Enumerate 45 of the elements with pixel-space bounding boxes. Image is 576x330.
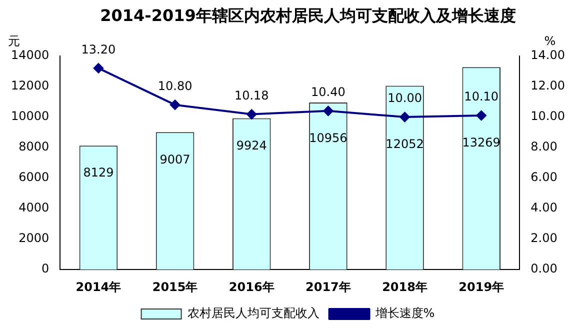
y-tick-label: 4000	[18, 200, 50, 215]
y2-tick-label: 14.00	[530, 48, 566, 62]
chart-title: 2014-2019年辖区内农村居民人均可支配收入及增长速度	[99, 6, 517, 27]
y-tick-label: 14000	[10, 48, 50, 62]
x-tick-label: 2014年	[76, 280, 122, 294]
data-label: 10.18	[234, 88, 269, 102]
data-label: 10956	[309, 131, 348, 146]
y2-tick-label: 2.00	[530, 231, 558, 246]
y-tick-label: 10000	[10, 109, 50, 124]
data-label: 8129	[83, 166, 114, 180]
data-label: 9924	[236, 138, 267, 152]
x-tick-label: 2017年	[305, 280, 351, 294]
y2-tick-label: 12.00	[530, 78, 566, 93]
data-label: 10.40	[311, 85, 346, 100]
data-label: 9007	[160, 152, 190, 166]
point	[323, 106, 334, 116]
data-label: 10.80	[158, 78, 192, 93]
data-label: 13.20	[81, 42, 116, 56]
y2-axis-title: %	[544, 34, 556, 48]
point	[93, 63, 104, 74]
point	[400, 112, 410, 122]
data-label: 10.00	[388, 91, 422, 106]
y-tick-label: 6000	[18, 170, 50, 184]
y-tick-label: 0	[42, 262, 50, 276]
point	[476, 110, 486, 121]
legend-label: 农村居民人均可支配收入	[187, 306, 320, 320]
y2-tick-label: 10.00	[530, 109, 566, 124]
legend-label: 增长速度%	[374, 306, 435, 320]
x-tick-label: 2019年	[458, 280, 504, 294]
x-tick-label: 2016年	[228, 280, 274, 294]
y-axis-title: 元	[8, 34, 20, 48]
data-label: 12052	[386, 137, 424, 152]
y2-tick-label: 6.00	[530, 170, 558, 184]
y-tick-label: 12000	[10, 78, 50, 93]
x-tick-label: 2015年	[152, 280, 198, 294]
point	[246, 109, 257, 120]
y2-tick-label: 0.00	[530, 262, 558, 276]
y-tick-label: 8000	[18, 140, 50, 154]
data-label: 10.10	[464, 90, 499, 104]
y-tick-label: 2000	[18, 231, 50, 246]
data-label: 13269	[462, 136, 500, 150]
x-tick-label: 2018年	[382, 280, 428, 294]
y2-tick-label: 4.00	[530, 200, 558, 215]
point	[170, 100, 180, 110]
y2-tick-label: 8.00	[530, 140, 558, 154]
